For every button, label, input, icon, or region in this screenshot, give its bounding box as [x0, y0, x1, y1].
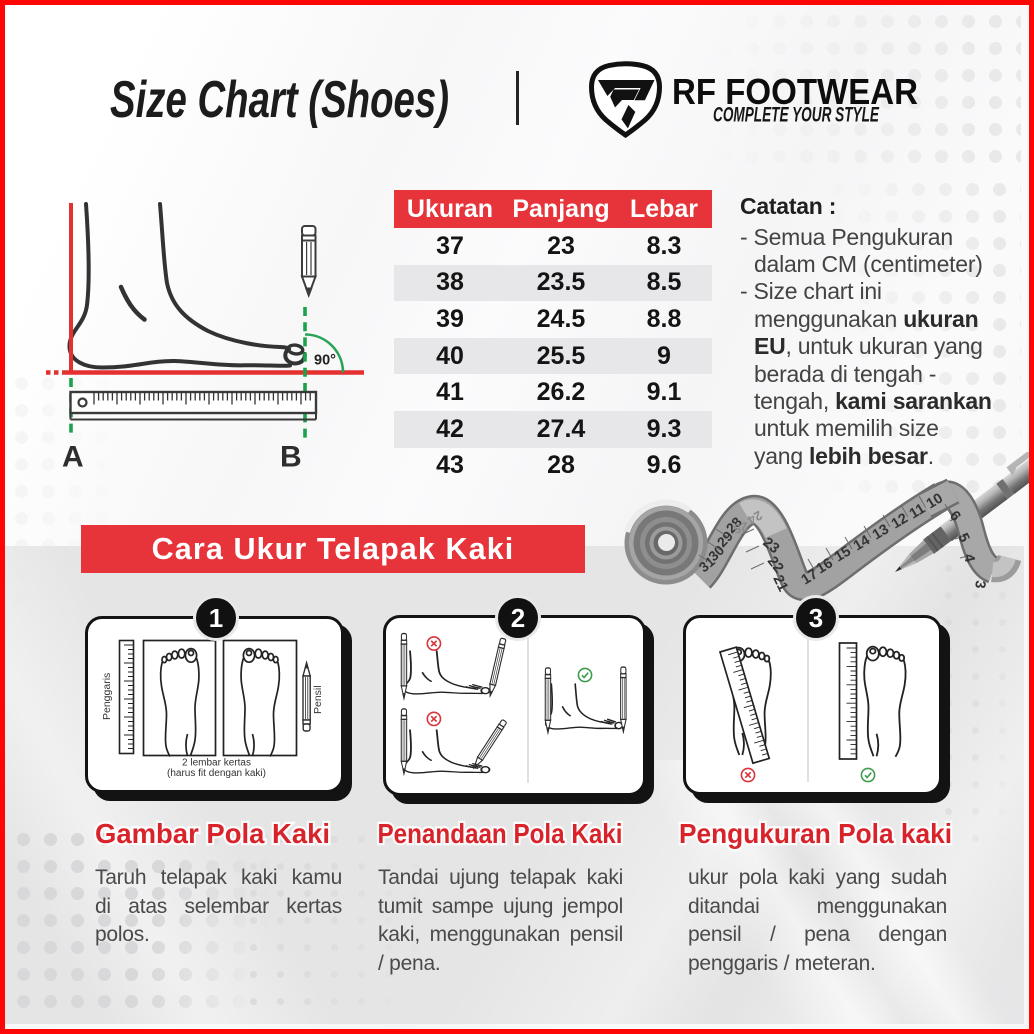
svg-text:13: 13 [870, 521, 892, 543]
svg-text:90°: 90° [314, 353, 336, 369]
svg-text:Pengukuran Pola kaki: Pengukuran Pola kaki [679, 818, 952, 849]
svg-text:23: 23 [760, 535, 783, 558]
svg-text:Penandaan Pola Kaki: Penandaan Pola Kaki [378, 818, 623, 849]
svg-text:12: 12 [889, 510, 911, 532]
svg-text:Pensil: Pensil [312, 685, 324, 714]
svg-text:Gambar Pola Kaki: Gambar Pola Kaki [95, 818, 330, 849]
svg-text:10: 10 [924, 490, 946, 512]
svg-text:Penggaris: Penggaris [101, 673, 113, 720]
svg-text:4: 4 [960, 553, 977, 564]
svg-text:(harus fit dengan kaki): (harus fit dengan kaki) [167, 768, 266, 779]
svg-text:3: 3 [971, 580, 988, 589]
svg-text:16: 16 [814, 555, 836, 577]
svg-text:Size Chart (Shoes): Size Chart (Shoes) [110, 71, 449, 129]
svg-text:25: 25 [732, 519, 749, 537]
svg-text:21: 21 [769, 573, 790, 595]
svg-text:2 lembar kertas: 2 lembar kertas [182, 758, 251, 769]
svg-text:COMPLETE YOUR STYLE: COMPLETE YOUR STYLE [713, 104, 880, 127]
svg-text:B: B [280, 441, 302, 474]
svg-text:RF FOOTWEAR: RF FOOTWEAR [672, 71, 918, 112]
svg-text:17: 17 [799, 566, 821, 588]
svg-text:15: 15 [832, 543, 854, 565]
svg-text:14: 14 [851, 532, 873, 554]
svg-text:11: 11 [907, 501, 928, 523]
svg-text:22: 22 [764, 554, 787, 577]
svg-text:A: A [62, 441, 84, 474]
